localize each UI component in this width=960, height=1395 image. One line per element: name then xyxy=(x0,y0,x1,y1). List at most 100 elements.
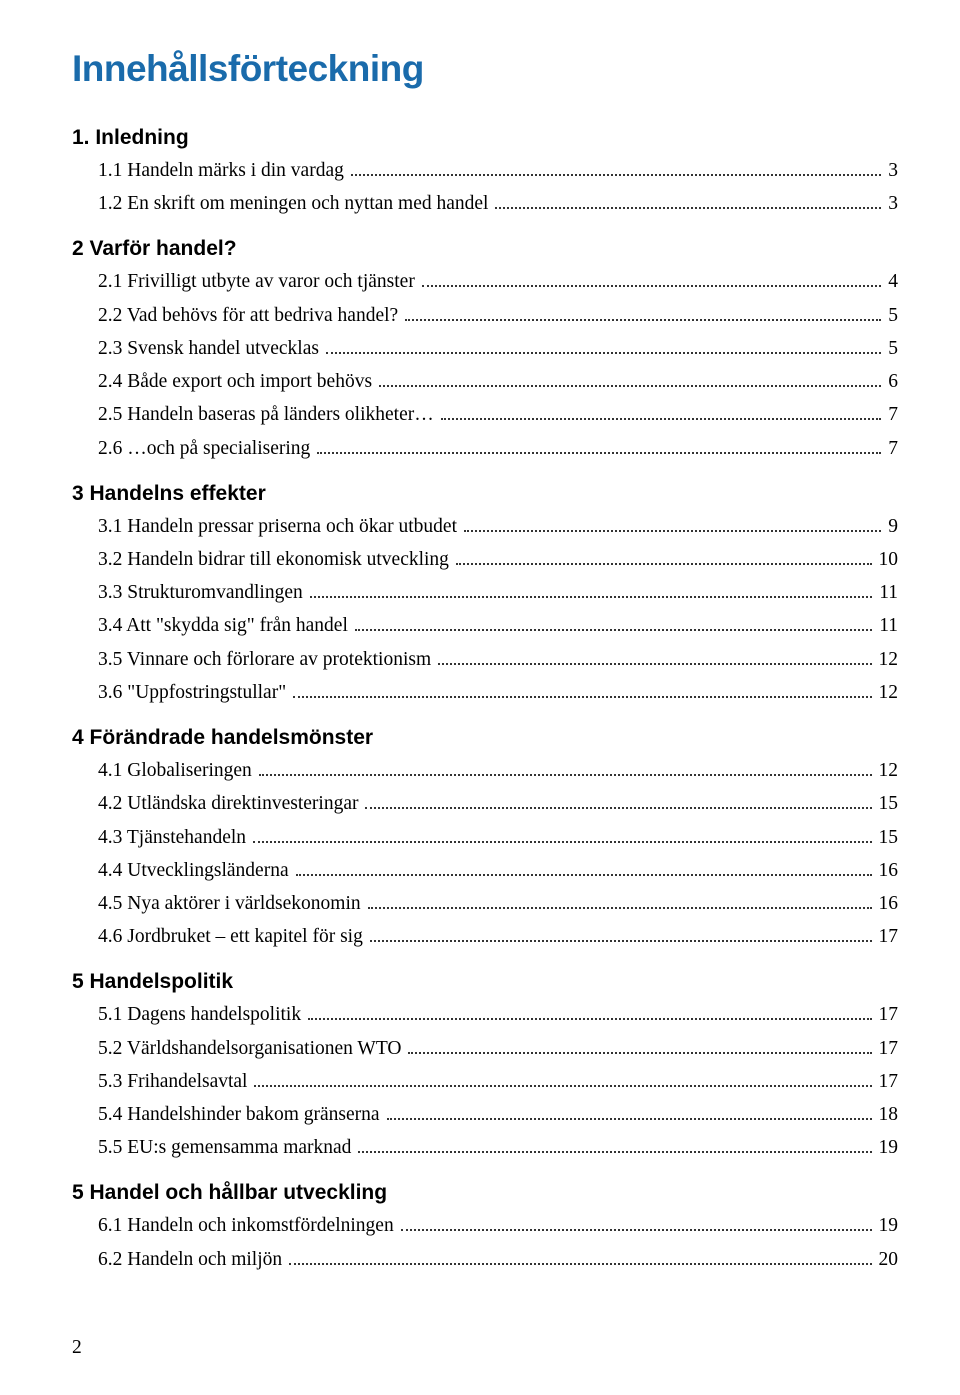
toc-entry-label: 5.5 EU:s gemensamma marknad xyxy=(98,1133,355,1163)
toc-leader-dots xyxy=(495,207,881,209)
toc-leader-dots xyxy=(308,1018,871,1020)
toc-leader-dots xyxy=(358,1151,871,1153)
toc-section-heading: 5 Handel och hållbar utveckling xyxy=(72,1181,898,1205)
toc-entry-label: 2.3 Svensk handel utvecklas xyxy=(98,334,323,364)
toc-leader-dots xyxy=(368,907,872,909)
toc-entry-label: 6.2 Handeln och miljön xyxy=(98,1245,286,1275)
toc-leader-dots xyxy=(296,874,872,876)
toc-entry-page: 17 xyxy=(875,1000,899,1030)
toc-entry-label: 4.6 Jordbruket – ett kapitel för sig xyxy=(98,922,367,952)
toc-entry: 4.6 Jordbruket – ett kapitel för sig 17 xyxy=(72,922,898,952)
page-number: 2 xyxy=(72,1337,82,1359)
toc-entry-page: 17 xyxy=(875,1067,899,1097)
toc-entry: 2.6 …och på specialisering 7 xyxy=(72,434,898,464)
toc-leader-dots xyxy=(351,174,881,176)
toc-entry-page: 9 xyxy=(884,512,898,542)
toc-entry: 3.6 "Uppfostringstullar" 12 xyxy=(72,678,898,708)
toc-leader-dots xyxy=(456,563,872,565)
toc-entry-label: 3.6 "Uppfostringstullar" xyxy=(98,678,290,708)
toc-entry: 4.1 Globaliseringen12 xyxy=(72,756,898,786)
toc-section-heading: 5 Handelspolitik xyxy=(72,970,898,994)
toc-entry-page: 12 xyxy=(875,645,899,675)
toc-entry-page: 12 xyxy=(875,678,899,708)
toc-leader-dots xyxy=(464,530,881,532)
toc-entry-page: 11 xyxy=(875,611,898,641)
toc-leader-dots xyxy=(253,841,871,843)
toc-leader-dots xyxy=(254,1085,871,1087)
toc-entry-label: 5.1 Dagens handelspolitik xyxy=(98,1000,305,1030)
toc-leader-dots xyxy=(289,1263,871,1265)
toc-leader-dots xyxy=(379,385,881,387)
toc-entry-label: 6.1 Handeln och inkomstfördelningen xyxy=(98,1211,398,1241)
toc-section-heading: 3 Handelns effekter xyxy=(72,482,898,506)
toc-entry-page: 16 xyxy=(875,889,899,919)
toc-leader-dots xyxy=(259,774,872,776)
toc-entry-page: 11 xyxy=(875,578,898,608)
toc-entry: 5.4 Handelshinder bakom gränserna18 xyxy=(72,1100,898,1130)
toc-entry-page: 12 xyxy=(875,756,899,786)
toc-leader-dots xyxy=(326,352,881,354)
toc-entry: 3.2 Handeln bidrar till ekonomisk utveck… xyxy=(72,545,898,575)
toc-entry-label: 3.5 Vinnare och förlorare av protektioni… xyxy=(98,645,435,675)
toc-leader-dots xyxy=(387,1118,872,1120)
toc-entry-label: 2.2 Vad behövs för att bedriva handel? xyxy=(98,301,402,331)
toc-entry-page: 4 xyxy=(884,267,898,297)
toc-leader-dots xyxy=(438,663,871,665)
toc-entry-label: 1.1 Handeln märks i din vardag xyxy=(98,156,348,186)
toc-entry: 5.1 Dagens handelspolitik 17 xyxy=(72,1000,898,1030)
toc-entry-page: 5 xyxy=(884,301,898,331)
toc-entry-page: 17 xyxy=(875,1034,899,1064)
toc-entry-label: 2.1 Frivilligt utbyte av varor och tjäns… xyxy=(98,267,419,297)
toc-entry-label: 2.5 Handeln baseras på länders olikheter… xyxy=(98,400,438,430)
toc-entry-page: 18 xyxy=(875,1100,899,1130)
toc-entry: 1.2 En skrift om meningen och nyttan med… xyxy=(72,189,898,219)
toc-entry-label: 5.2 Världshandelsorganisationen WTO xyxy=(98,1034,405,1064)
toc-entry: 3.1 Handeln pressar priserna och ökar ut… xyxy=(72,512,898,542)
toc-entry: 3.3 Strukturomvandlingen 11 xyxy=(72,578,898,608)
toc-entry-label: 3.1 Handeln pressar priserna och ökar ut… xyxy=(98,512,461,542)
toc-entry-page: 20 xyxy=(875,1245,899,1275)
toc-entry: 4.4 Utvecklingsländerna16 xyxy=(72,856,898,886)
toc-leader-dots xyxy=(441,418,882,420)
page-title: Innehållsförteckning xyxy=(72,48,898,90)
toc-entry-page: 3 xyxy=(884,156,898,186)
toc-leader-dots xyxy=(355,629,872,631)
toc-section-heading: 2 Varför handel? xyxy=(72,237,898,261)
toc-entry: 5.2 Världshandelsorganisationen WTO 17 xyxy=(72,1034,898,1064)
toc-entry-label: 4.4 Utvecklingsländerna xyxy=(98,856,293,886)
toc-entry: 4.2 Utländska direktinvesteringar15 xyxy=(72,789,898,819)
toc-section-heading: 4 Förändrade handelsmönster xyxy=(72,726,898,750)
toc-entry: 2.1 Frivilligt utbyte av varor och tjäns… xyxy=(72,267,898,297)
toc-entry: 2.3 Svensk handel utvecklas 5 xyxy=(72,334,898,364)
toc-entry-label: 1.2 En skrift om meningen och nyttan med… xyxy=(98,189,492,219)
toc-entry-page: 10 xyxy=(875,545,899,575)
table-of-contents: 1. Inledning 1.1 Handeln märks i din vard… xyxy=(72,126,898,1275)
toc-entry-label: 4.5 Nya aktörer i världsekonomin xyxy=(98,889,365,919)
toc-leader-dots xyxy=(422,285,881,287)
toc-entry-page: 6 xyxy=(884,367,898,397)
toc-entry-label: 2.6 …och på specialisering xyxy=(98,434,314,464)
toc-entry: 6.2 Handeln och miljön 20 xyxy=(72,1245,898,1275)
toc-entry-page: 17 xyxy=(875,922,899,952)
toc-entry-page: 19 xyxy=(875,1211,899,1241)
toc-section-heading: 1. Inledning xyxy=(72,126,898,150)
toc-entry-page: 7 xyxy=(884,434,898,464)
toc-leader-dots xyxy=(317,452,881,454)
toc-entry-label: 4.3 Tjänstehandeln xyxy=(98,823,250,853)
toc-entry-label: 3.2 Handeln bidrar till ekonomisk utveck… xyxy=(98,545,453,575)
toc-entry: 3.4 Att "skydda sig" från handel11 xyxy=(72,611,898,641)
toc-leader-dots xyxy=(408,1052,871,1054)
toc-entry-label: 2.4 Både export och import behövs xyxy=(98,367,376,397)
toc-leader-dots xyxy=(401,1229,872,1231)
toc-entry: 2.5 Handeln baseras på länders olikheter… xyxy=(72,400,898,430)
toc-entry-page: 3 xyxy=(884,189,898,219)
toc-leader-dots xyxy=(293,696,871,698)
toc-leader-dots xyxy=(310,596,872,598)
toc-entry-page: 5 xyxy=(884,334,898,364)
toc-entry-label: 4.2 Utländska direktinvesteringar xyxy=(98,789,362,819)
toc-entry: 2.4 Både export och import behövs 6 xyxy=(72,367,898,397)
toc-leader-dots xyxy=(370,940,872,942)
toc-entry-label: 3.3 Strukturomvandlingen xyxy=(98,578,307,608)
toc-entry: 5.5 EU:s gemensamma marknad19 xyxy=(72,1133,898,1163)
toc-leader-dots xyxy=(405,319,881,321)
